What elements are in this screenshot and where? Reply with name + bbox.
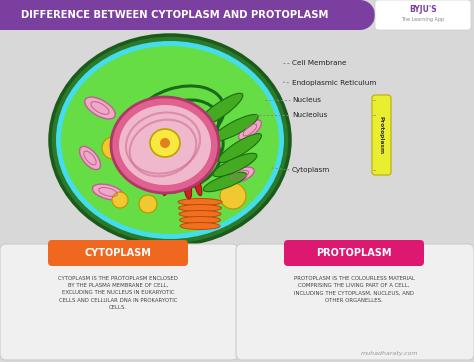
FancyBboxPatch shape: [236, 244, 474, 360]
Text: PROTOPLASM IS THE COLOURLESS MATERIAL
COMPRISING THE LIVING PART OF A CELL,
INCL: PROTOPLASM IS THE COLOURLESS MATERIAL CO…: [293, 276, 414, 303]
Ellipse shape: [226, 167, 254, 183]
Text: muhadharaty.com: muhadharaty.com: [361, 351, 419, 356]
Text: CYTOPLASM IS THE PROTOPLASM ENCLOSED
BY THE PLASMA MEMBRANE OF CELL,
EXCLUDING T: CYTOPLASM IS THE PROTOPLASM ENCLOSED BY …: [58, 276, 178, 310]
Ellipse shape: [178, 198, 222, 206]
Text: BYJU'S: BYJU'S: [409, 4, 437, 13]
Ellipse shape: [179, 210, 221, 218]
Ellipse shape: [179, 205, 221, 211]
Ellipse shape: [184, 181, 191, 199]
Text: Nucleolus: Nucleolus: [292, 112, 328, 118]
Ellipse shape: [194, 176, 202, 196]
Text: Cytoplasm: Cytoplasm: [292, 167, 330, 173]
Ellipse shape: [219, 134, 262, 162]
Ellipse shape: [212, 114, 258, 142]
FancyBboxPatch shape: [0, 0, 360, 30]
FancyBboxPatch shape: [0, 32, 474, 247]
Ellipse shape: [85, 97, 115, 119]
Ellipse shape: [180, 223, 220, 230]
Ellipse shape: [80, 146, 100, 170]
Ellipse shape: [220, 183, 246, 209]
Ellipse shape: [172, 173, 179, 193]
Ellipse shape: [119, 105, 211, 185]
Text: Endoplasmic Reticulum: Endoplasmic Reticulum: [292, 80, 376, 86]
Ellipse shape: [213, 153, 257, 177]
Ellipse shape: [150, 129, 180, 157]
Ellipse shape: [139, 195, 157, 213]
Ellipse shape: [61, 46, 279, 234]
Ellipse shape: [162, 181, 168, 195]
FancyBboxPatch shape: [284, 240, 424, 266]
Text: Cell Membrane: Cell Membrane: [292, 60, 346, 66]
Ellipse shape: [111, 97, 219, 193]
Ellipse shape: [203, 172, 246, 191]
Ellipse shape: [180, 216, 220, 223]
Text: CYTOPLASM: CYTOPLASM: [84, 248, 151, 258]
Text: DIFFERENCE BETWEEN CYTOPLASM AND PROTOPLASM: DIFFERENCE BETWEEN CYTOPLASM AND PROTOPL…: [21, 10, 328, 20]
Ellipse shape: [102, 137, 124, 159]
Ellipse shape: [56, 41, 284, 239]
Ellipse shape: [238, 120, 261, 140]
Ellipse shape: [50, 35, 290, 245]
FancyBboxPatch shape: [375, 0, 471, 30]
Text: The Learning App: The Learning App: [401, 17, 445, 21]
Ellipse shape: [160, 138, 170, 148]
FancyBboxPatch shape: [48, 240, 188, 266]
Ellipse shape: [112, 192, 128, 208]
Ellipse shape: [197, 93, 243, 127]
Text: Nucleus: Nucleus: [292, 97, 321, 103]
FancyBboxPatch shape: [0, 244, 238, 360]
Text: Protoplasm: Protoplasm: [379, 116, 384, 154]
FancyBboxPatch shape: [372, 95, 391, 175]
Ellipse shape: [345, 0, 375, 30]
Ellipse shape: [92, 184, 124, 200]
Text: PROTOPLASM: PROTOPLASM: [316, 248, 392, 258]
